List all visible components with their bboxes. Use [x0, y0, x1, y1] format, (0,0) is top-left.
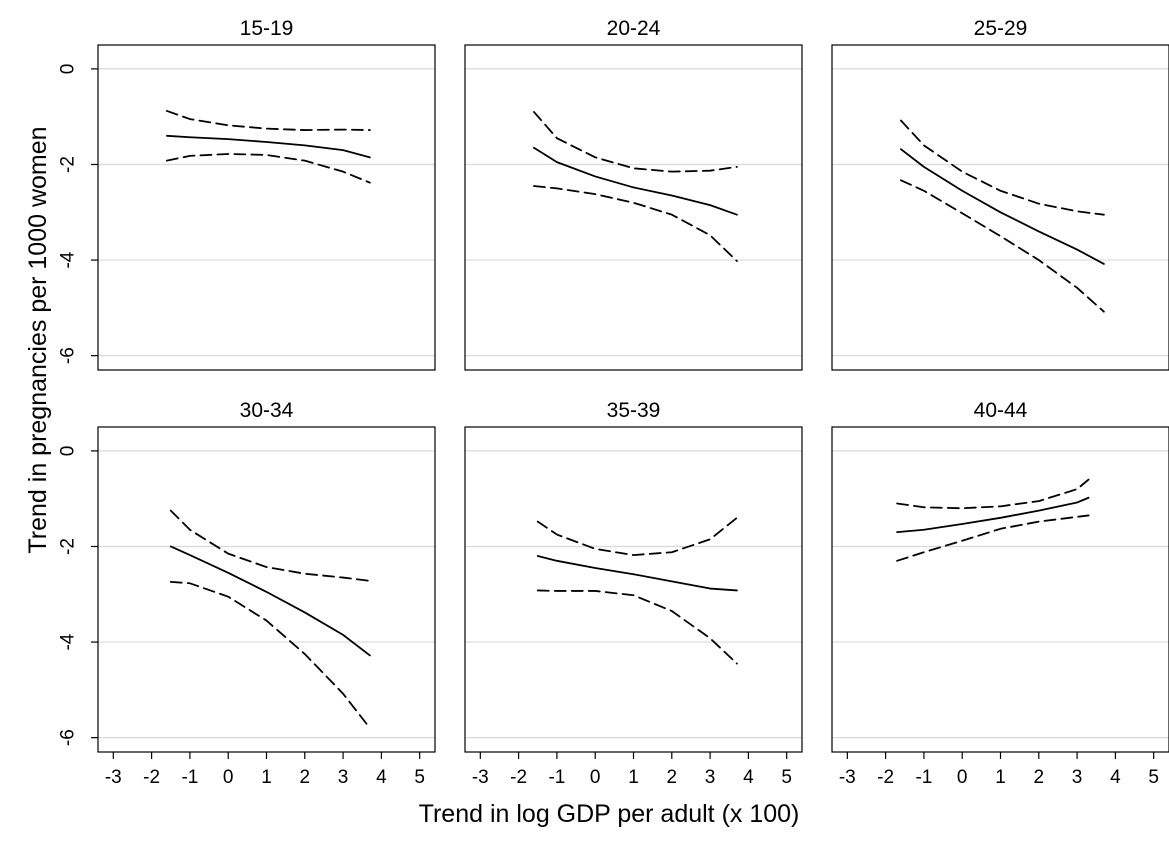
x-tick-label: -3 — [839, 767, 856, 788]
panel-35-39: 35-39 -3 -2 -1 0 1 2 3 4 5 — [464, 399, 803, 788]
x-tick-label: 4 — [376, 767, 387, 788]
series-upper — [900, 119, 1105, 216]
y-tick-label: -4 — [58, 251, 79, 268]
x-tick-label: 3 — [338, 767, 349, 788]
series-fit — [166, 134, 371, 159]
x-tick-label: -1 — [181, 767, 198, 788]
series-fit — [536, 555, 738, 592]
panel-20-24: 20-24 — [464, 17, 803, 371]
series-upper — [536, 516, 738, 556]
x-tick-label: 5 — [414, 767, 425, 788]
series-lower — [536, 589, 738, 665]
y-tick-label: -6 — [58, 729, 79, 746]
series-upper — [896, 478, 1090, 510]
series-upper — [166, 110, 371, 131]
series-lower — [166, 153, 371, 184]
x-tick-label: 5 — [781, 767, 792, 788]
series-fit — [896, 496, 1090, 534]
series-lower — [169, 580, 371, 729]
panel-title: 15-19 — [240, 17, 294, 40]
x-tick-label: 0 — [957, 767, 968, 788]
panel-30-34: 30-34 0 -2 -4 -6 -3 -2 -1 0 1 2 3 4 5 — [58, 399, 436, 788]
series-fit — [533, 146, 738, 216]
x-tick-label: 4 — [1110, 767, 1121, 788]
x-tick-label: -3 — [105, 767, 122, 788]
panel-frame — [464, 426, 803, 753]
panel-15-19: 15-19 0 -2 -4 -6 — [58, 17, 436, 371]
panel-title: 35-39 — [607, 399, 661, 422]
panel-40-44: 40-44 -3 -2 -1 0 1 2 3 4 5 — [831, 399, 1169, 788]
y-tick-label: -6 — [58, 347, 79, 364]
y-tick-label: 0 — [58, 64, 79, 75]
y-tick-label: -2 — [58, 156, 79, 173]
y-tick-label: -2 — [58, 538, 79, 555]
series-lower — [896, 514, 1090, 562]
x-tick-label: 3 — [1072, 767, 1083, 788]
x-tick-label: 2 — [300, 767, 311, 788]
panel-title: 40-44 — [974, 399, 1028, 422]
x-tick-label: 3 — [705, 767, 716, 788]
x-tick-label: -2 — [510, 767, 527, 788]
panel-title: 30-34 — [240, 399, 294, 422]
panel-frame — [464, 44, 803, 371]
x-tick-label: 0 — [223, 767, 234, 788]
x-tick-label: -2 — [143, 767, 160, 788]
x-tick-label: -3 — [472, 767, 489, 788]
panel-frame — [831, 44, 1169, 371]
panel-25-29: 25-29 — [831, 17, 1169, 371]
x-tick-label: 0 — [590, 767, 601, 788]
panel-frame — [97, 426, 436, 753]
series-lower — [533, 185, 738, 262]
x-axis-title: Trend in log GDP per adult (x 100) — [419, 800, 800, 828]
x-tick-label: -2 — [877, 767, 894, 788]
panel-frame — [97, 44, 436, 371]
y-axis-title: Trend in pregnancies per 1000 women — [24, 126, 52, 553]
x-tick-label: 1 — [628, 767, 639, 788]
series-lower — [900, 179, 1105, 313]
y-tick-label: -4 — [58, 633, 79, 650]
series-fit — [900, 148, 1105, 265]
series-fit — [169, 545, 371, 657]
series-upper — [169, 509, 371, 582]
x-tick-label: -1 — [915, 767, 932, 788]
x-tick-label: 1 — [261, 767, 272, 788]
y-tick-label: 0 — [58, 446, 79, 457]
x-tick-label: -1 — [548, 767, 565, 788]
x-tick-label: 5 — [1148, 767, 1159, 788]
panel-frame — [831, 426, 1169, 753]
panel-title: 20-24 — [607, 17, 661, 40]
x-tick-label: 4 — [743, 767, 754, 788]
x-tick-label: 1 — [995, 767, 1006, 788]
x-tick-label: 2 — [1034, 767, 1045, 788]
series-upper — [533, 111, 738, 173]
x-tick-label: 2 — [667, 767, 678, 788]
panel-title: 25-29 — [974, 17, 1028, 40]
